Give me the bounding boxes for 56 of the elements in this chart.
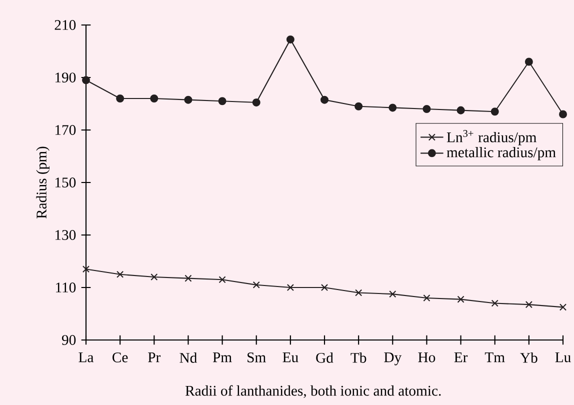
x-tick-label: Lu (555, 352, 571, 362)
point (252, 281, 260, 288)
point (252, 98, 260, 106)
x-tick-label: Pm (212, 352, 232, 362)
point (524, 58, 533, 66)
point (355, 289, 362, 296)
x-tick-label: Eu (282, 352, 298, 362)
point (388, 104, 397, 112)
legend-label: Ln$^{3+}$ radius/pm (446, 130, 536, 146)
text: Radii of lanthanides, both ionic and atomic. (185, 385, 441, 398)
x-tick-label: Tm (484, 352, 505, 362)
point (490, 108, 499, 116)
point (457, 296, 464, 303)
y-tick-label: 110 (56, 282, 76, 292)
point (150, 273, 158, 281)
point (116, 94, 124, 103)
y-tick-label: 130 (55, 230, 76, 240)
x-tick-label: Sm (248, 352, 266, 362)
point (559, 110, 567, 118)
point (491, 300, 498, 307)
point (559, 304, 567, 311)
y-axis-title: Radius (pm) (36, 146, 50, 219)
y-tick-label: 170 (55, 125, 76, 135)
y-tick-label: 210 (54, 20, 76, 30)
x-tick-label: Yb (520, 352, 538, 363)
legend-label: metallic radius/pm (446, 147, 556, 160)
point (320, 284, 328, 292)
x-tick-label: Dy (384, 352, 402, 366)
point (423, 294, 430, 302)
x-tick-label: Tb (350, 352, 366, 363)
point (456, 106, 465, 114)
point (389, 290, 396, 298)
point (422, 105, 431, 114)
point (184, 96, 192, 104)
point (150, 94, 158, 103)
point (82, 266, 90, 273)
point (320, 96, 329, 104)
x-tick-label: Ho (418, 352, 436, 362)
x-tick-label: Ce (112, 352, 128, 362)
y-tick-label: 150 (55, 178, 76, 188)
x-tick-label: Pr (148, 352, 161, 362)
point (184, 274, 192, 282)
point (218, 97, 226, 106)
point (82, 76, 90, 84)
x-tick-label: Nd (180, 352, 197, 363)
point (354, 102, 363, 110)
point (525, 301, 532, 308)
point (286, 35, 294, 44)
x-tick-label: Er (454, 352, 468, 362)
x-tick-label: La (78, 352, 94, 362)
y-tick-label: 90 (62, 335, 76, 345)
point (218, 276, 226, 284)
y-tick-label: 190 (55, 72, 76, 82)
point (286, 284, 294, 292)
x-tick-label: Gd (316, 352, 334, 363)
point (116, 270, 124, 278)
